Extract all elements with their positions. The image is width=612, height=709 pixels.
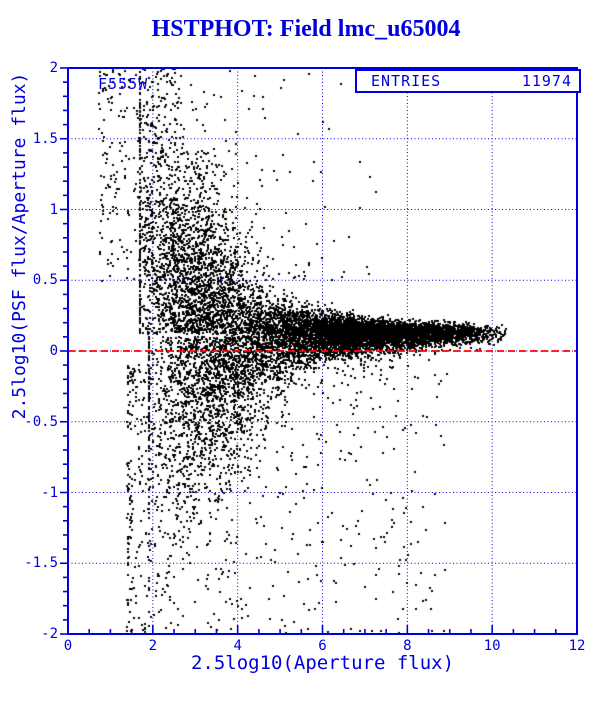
x-tick-label: 4 [233, 638, 242, 654]
y-tick-label: -0.5 [24, 413, 58, 430]
x-tick-label: 2 [148, 638, 158, 654]
filter-label: F555W [98, 75, 149, 93]
y-tick-label: 0.5 [32, 272, 58, 289]
y-tick-label: 1.5 [32, 130, 58, 147]
x-axis-title: 2.5log10(Aperture flux) [190, 652, 455, 674]
plot-frame [67, 67, 578, 635]
y-tick-label: 2 [49, 60, 58, 76]
x-tick-label: 0 [63, 638, 73, 654]
x-tick-label: 8 [403, 638, 412, 654]
y-tick-label: -2 [41, 626, 58, 642]
entries-label: ENTRIES [371, 72, 442, 90]
x-tick-label: 12 [568, 638, 586, 654]
y-tick-label: 0 [49, 343, 58, 359]
x-tick-label: 10 [483, 638, 501, 654]
x-tick-label: 6 [318, 638, 327, 654]
page-title: HSTPHOT: Field lmc_u65004 [151, 16, 461, 42]
y-tick-label: 1 [49, 201, 58, 218]
y-tick-label: -1 [41, 484, 58, 501]
y-tick-label: -1.5 [24, 555, 58, 572]
y-axis-title: 2.5log10(PSF flux/Aperture flux) [9, 72, 30, 420]
entries-value: 11974 [521, 72, 572, 90]
entries-box: ENTRIES 11974 [355, 69, 581, 93]
